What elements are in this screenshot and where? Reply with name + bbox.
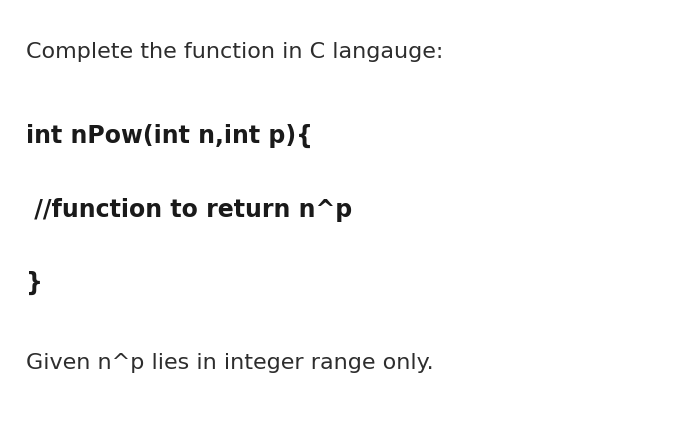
Text: Given n^p lies in integer range only.: Given n^p lies in integer range only. bbox=[26, 353, 434, 373]
Text: Complete the function in C langauge:: Complete the function in C langauge: bbox=[26, 42, 443, 62]
Text: int nPow(int n,int p){: int nPow(int n,int p){ bbox=[26, 124, 313, 148]
Text: }: } bbox=[26, 271, 43, 295]
Text: //function to return n^p: //function to return n^p bbox=[26, 197, 353, 222]
